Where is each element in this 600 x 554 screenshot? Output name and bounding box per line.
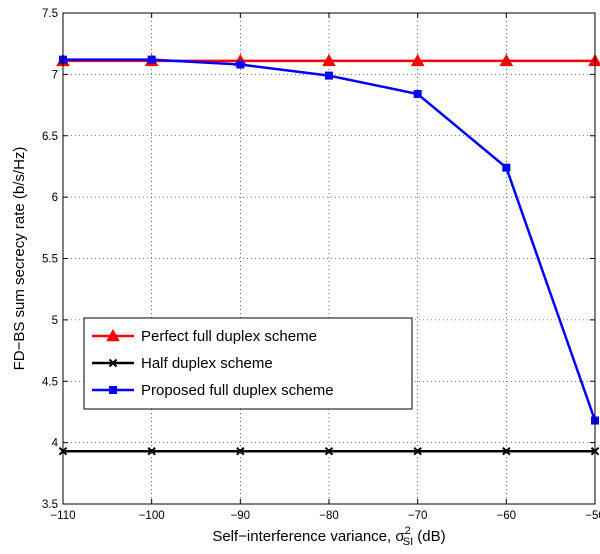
x-tick-label: −80 — [319, 510, 339, 522]
x-marker — [108, 358, 118, 368]
x-tick-label: −50 — [585, 510, 600, 522]
x-tick-label: −110 — [50, 510, 75, 522]
x-marker — [502, 447, 511, 456]
legend: Perfect full duplex scheme Half duplex sc… — [83, 317, 413, 410]
triangle-marker — [410, 53, 425, 67]
square-marker — [502, 163, 511, 172]
y-tick-label: 4.5 — [42, 376, 58, 388]
x-marker-stroke — [236, 447, 245, 456]
x-marker-stroke — [502, 447, 511, 456]
tick-labels: −110 −100 −90 −80 −70 −60 −50 3.5 4 4.5 5 5.5 6 6.5 7 7… — [42, 8, 600, 522]
legend-entry: Perfect full duplex scheme — [92, 328, 317, 345]
x-tick-label: −70 — [408, 510, 428, 522]
x-marker-stroke — [147, 447, 156, 456]
square-marker — [325, 71, 333, 80]
y-axis-label: FD−BS sum secrecy rate (b/s/Hz) — [11, 147, 28, 371]
x-marker — [413, 447, 422, 456]
y-tick-label: 5 — [52, 315, 58, 327]
y-tick-label: 4 — [52, 438, 59, 450]
x-marker-stroke — [413, 447, 422, 456]
square-marker — [147, 55, 156, 64]
x-tick-label: −60 — [497, 510, 517, 522]
legend-box — [83, 317, 413, 410]
legend-label: Proposed full duplex scheme — [141, 382, 334, 399]
triangle-marker — [106, 328, 120, 342]
legend-label: Half duplex scheme — [141, 355, 273, 372]
square-marker — [236, 60, 245, 69]
triangle-marker — [499, 53, 514, 67]
legend-entry: Half duplex scheme — [92, 355, 273, 372]
x-axis-label: Self−interference variance, σ2 SI (dB) — [212, 525, 445, 548]
y-tick-label: 7.5 — [42, 8, 58, 20]
x-marker-stroke — [108, 358, 118, 368]
legend-label: Perfect full duplex scheme — [141, 328, 317, 345]
square-marker — [109, 386, 117, 394]
x-tick-label: −90 — [231, 510, 251, 522]
y-tick-label: 7 — [52, 69, 58, 81]
x-marker — [324, 447, 334, 456]
grid — [63, 13, 595, 504]
y-tick-label: 6.5 — [42, 131, 58, 143]
x-marker — [147, 447, 156, 456]
plot-frame — [62, 12, 596, 505]
triangle-marker — [322, 53, 336, 67]
square-marker — [413, 90, 422, 99]
y-tick-label: 6 — [52, 192, 58, 204]
x-marker-stroke — [324, 447, 334, 456]
series-x — [58, 447, 600, 456]
y-tick-label: 3.5 — [42, 499, 58, 511]
x-tick-label: −100 — [139, 510, 165, 522]
legend-entry: Proposed full duplex scheme — [92, 382, 334, 399]
y-tick-label: 5.5 — [42, 254, 58, 266]
x-marker — [236, 447, 245, 456]
